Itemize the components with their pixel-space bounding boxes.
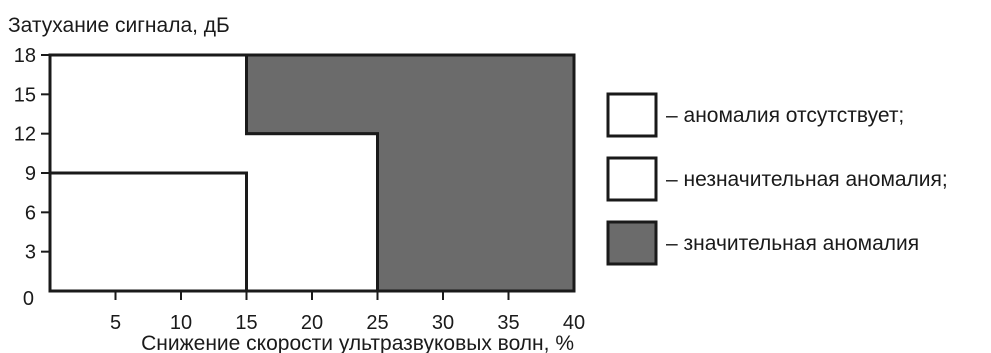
y-tick-label: 0 bbox=[23, 288, 34, 310]
y-tick-label: 6 bbox=[25, 202, 36, 224]
y-tick-label: 18 bbox=[14, 45, 36, 67]
x-tick-label: 25 bbox=[366, 312, 388, 334]
y-axis: 0 3 6 9 12 15 18 bbox=[14, 45, 50, 310]
x-tick-label: 30 bbox=[432, 312, 454, 334]
y-tick-label: 12 bbox=[14, 124, 36, 146]
x-tick-label: 35 bbox=[497, 312, 519, 334]
y-axis-title: Затухание сигнала, дБ bbox=[8, 14, 230, 37]
legend-swatch-2 bbox=[606, 156, 658, 202]
legend-swatch-3 bbox=[606, 220, 658, 266]
x-tick-label: 10 bbox=[170, 312, 192, 334]
y-tick-label: 15 bbox=[14, 84, 36, 106]
plot-regions bbox=[48, 53, 576, 293]
legend-label-2: – незначительная аномалия; bbox=[666, 168, 948, 191]
x-axis: 5 10 15 20 25 30 35 40 bbox=[110, 291, 585, 334]
y-tick-label: 3 bbox=[25, 242, 36, 264]
x-axis-title: Снижение скорости ультразвуковых волн, % bbox=[141, 332, 574, 353]
legend: – аномалия отсутствует; – незначительная … bbox=[606, 92, 948, 266]
legend-label-3: – значительная аномалия bbox=[666, 232, 919, 255]
legend-swatch-1 bbox=[606, 92, 658, 138]
x-tick-label: 5 bbox=[110, 312, 121, 334]
legend-label-1: – аномалия отсутствует; bbox=[666, 104, 904, 127]
region-1 bbox=[48, 171, 248, 293]
x-tick-label: 40 bbox=[563, 312, 585, 334]
x-tick-label: 15 bbox=[235, 312, 257, 334]
x-tick-label: 20 bbox=[301, 312, 323, 334]
y-tick-label: 9 bbox=[25, 163, 36, 185]
